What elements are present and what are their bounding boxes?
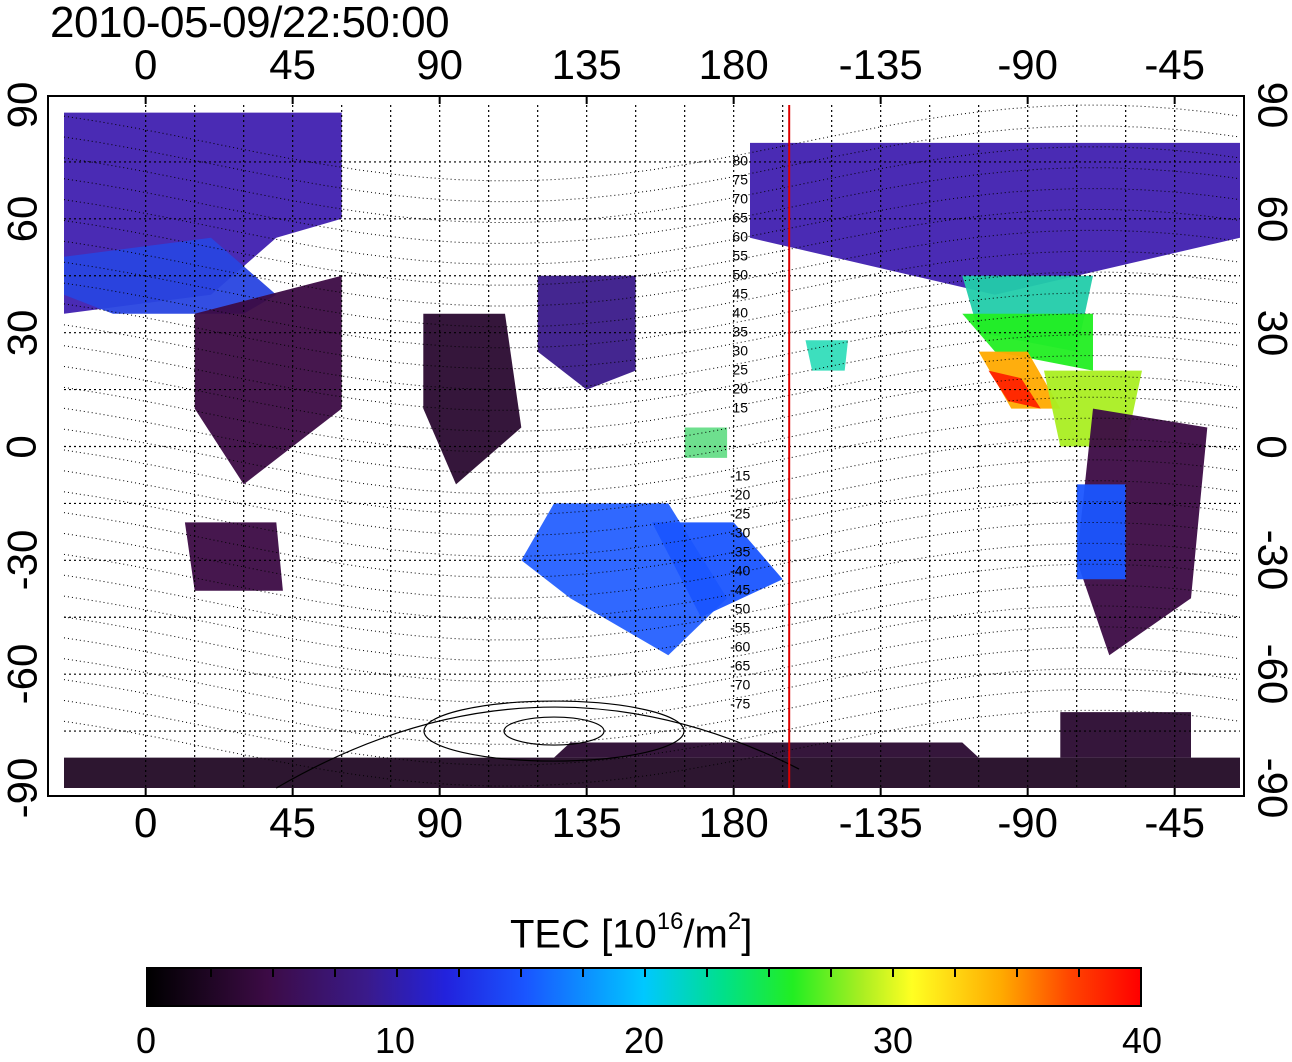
left-lat-label: 90 [0,81,45,129]
bottom-lon-label: 180 [698,799,769,846]
tec-region [684,427,728,458]
contour-label: -25 [730,506,750,522]
bottom-lon-label: 135 [551,799,622,846]
colorbar-tick [334,969,336,977]
colorbar-tick [582,969,584,977]
contour-label: -20 [730,487,750,503]
colorbar-tick [210,969,212,977]
contour-label: 40 [732,304,748,320]
top-lon-label: 135 [551,41,622,88]
contour-label: -70 [730,676,750,692]
tec-region [423,313,522,485]
contour-label: -40 [730,563,750,579]
top-lon-label: 90 [416,41,464,88]
tec-region [194,275,342,485]
colorbar-tick [458,969,460,977]
colorbar-tick-label: 30 [872,1020,914,1061]
contour-label: -65 [730,657,750,673]
right-lat-label: 60 [1249,195,1292,243]
top-lon-label: 45 [269,41,317,88]
bottom-lon-label: 0 [133,799,158,846]
colorbar [146,967,1142,1007]
top-lon-label: -90 [997,41,1059,88]
contour-label: 20 [732,380,748,396]
contour-label: 75 [732,172,748,188]
left-lat-label: 30 [0,309,45,357]
colorbar-tick [396,969,398,977]
colorbar-tick-label: 40 [1121,1020,1163,1061]
colorbar-tick [768,969,770,977]
colorbar-tick [1078,969,1080,977]
contour-label: 80 [732,153,748,169]
left-lat-label: 60 [0,195,45,243]
colorbar-tick [706,969,708,977]
contour-label: -75 [730,695,750,711]
colorbar-tick-label: 10 [374,1020,416,1061]
left-lat-label: 0 [0,434,45,459]
bottom-lon-label: 45 [269,799,317,846]
top-lon-label: 180 [698,41,769,88]
colorbar-tick [520,969,522,977]
tec-region [962,313,1093,371]
contour-label: -30 [730,525,750,541]
colorbar-tick [1016,969,1018,977]
contour-label: -45 [730,581,750,597]
right-lat-label: 90 [1249,81,1292,129]
colorbar-tick-label: 20 [623,1020,665,1061]
colorbar-tick [272,969,274,977]
contour-label: 30 [732,342,748,358]
contour-label: 45 [732,286,748,302]
map-title: 2010-05-09/22:50:00 [50,0,450,47]
contour-label: 50 [732,267,748,283]
contour-line [63,647,1241,724]
tec-region [1060,712,1191,758]
contour-label: 35 [732,323,748,339]
top-lon-label: 0 [133,41,158,88]
contour-label: 70 [732,191,748,207]
tec-region [1076,484,1126,580]
colorbar-tick [1140,969,1142,977]
colorbar-tick [830,969,832,977]
tec-region [184,522,283,591]
right-lat-label: -90 [1248,757,1292,819]
contour-label: 55 [732,248,748,264]
contour-label: -50 [730,600,750,616]
colorbar-tick [644,969,646,977]
contour-label: -15 [730,468,750,484]
right-lat-label: -30 [1248,529,1292,591]
contour-label: 25 [732,361,748,377]
right-lat-label: -60 [1248,643,1292,705]
right-lat-label: 0 [1248,434,1292,459]
top-lon-label: -135 [838,41,923,88]
map-frame [47,95,1245,797]
tec-region [64,757,1240,788]
top-lon-label: -45 [1144,41,1206,88]
tec-map: 80 75 70 65 60 55 50 45 40 35 30 25 20 15 -15 -20 -25 -30… [47,95,1245,797]
bottom-lon-label: -135 [838,799,923,846]
contour-label: 65 [732,210,748,226]
contour-label: -55 [730,619,750,635]
left-lat-label: -30 [0,529,46,591]
colorbar-tick-label: 0 [135,1020,157,1061]
bottom-lon-label: 90 [416,799,464,846]
contour-label: -35 [730,544,750,560]
contour-label: 15 [732,399,748,415]
tec-region [554,742,979,758]
colorbar-tick [892,969,894,977]
contour-arc [276,706,800,789]
colorbar-tick [954,969,956,977]
colorbar-tick [148,969,150,977]
bottom-lon-label: -45 [1144,799,1206,846]
colorbar-title: TEC [1016/m2] [510,908,753,957]
contour-ellipse [423,700,685,762]
bottom-lon-label: -90 [997,799,1059,846]
right-lat-label: 30 [1249,309,1292,357]
left-lat-label: -90 [0,757,46,819]
left-lat-label: -60 [0,643,46,705]
contour-ellipse [503,716,605,746]
contour-label: -60 [730,638,750,654]
tec-region [805,340,848,371]
contour-label: 60 [732,229,748,245]
tec-region [537,275,636,390]
